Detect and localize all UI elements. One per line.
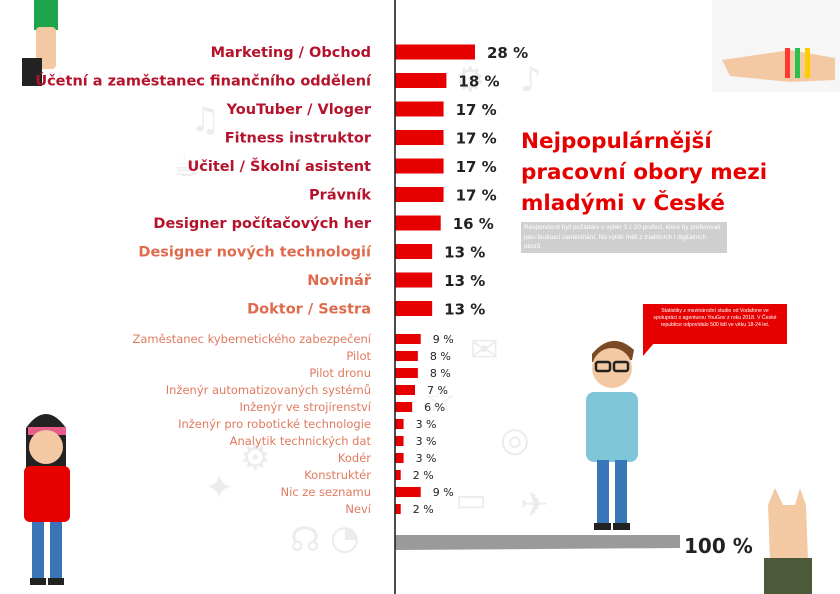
bar: [395, 101, 444, 117]
callout-tail: [643, 342, 655, 356]
survey-callout: Statistiky z mezinárodní studie od Vodaf…: [643, 304, 787, 344]
value-label: 28 %: [487, 44, 528, 62]
bar: [395, 351, 418, 361]
bar: [395, 187, 444, 202]
category-label: Fitness instruktor: [225, 131, 372, 147]
music-note-icon: ♪: [520, 60, 542, 100]
category-label: Designer počítačových her: [153, 216, 371, 232]
value-label: 2 %: [413, 503, 434, 516]
bar: [395, 73, 447, 88]
total-bar: [395, 535, 680, 550]
category-label: Novinář: [307, 273, 372, 289]
value-label: 17 %: [456, 158, 497, 176]
category-label: Pilot dronu: [309, 366, 371, 380]
total-label: 100 %: [684, 534, 753, 558]
category-label: Inženýr ve strojírenství: [239, 400, 371, 414]
value-label: 13 %: [444, 301, 485, 319]
girl-figure: [24, 414, 70, 585]
bar: [395, 44, 475, 60]
bar: [395, 334, 421, 344]
category-label: Konstruktér: [304, 468, 371, 482]
category-label: Analytik technických dat: [230, 434, 372, 448]
bar: [395, 368, 418, 378]
category-label: Inženýr pro robotické technologie: [178, 417, 371, 431]
headphones-icon: ☊: [290, 520, 321, 560]
gear-icon: ⚙: [455, 60, 486, 100]
bar: [395, 385, 415, 395]
value-label: 8 %: [430, 350, 451, 363]
value-label: 18 %: [458, 73, 499, 91]
value-label: 17 %: [456, 130, 497, 148]
bar: [395, 215, 441, 231]
bar: [395, 504, 401, 514]
value-label: 8 %: [430, 367, 451, 380]
category-label: Inženýr automatizovaných systémů: [166, 383, 371, 397]
chart-decor: [22, 0, 840, 594]
category-label: Účetní a zaměstanec finančního oddělení: [35, 72, 372, 90]
value-label: 9 %: [433, 333, 454, 346]
category-label: Kodér: [338, 451, 371, 465]
value-label: 3 %: [416, 435, 437, 448]
category-label: YouTuber / Vloger: [226, 102, 372, 118]
bar: [395, 158, 444, 174]
bar: [395, 130, 444, 145]
hand-peace-icon: [712, 0, 840, 92]
value-label: 3 %: [416, 418, 437, 431]
category-label: Učitel / Školní asistent: [188, 157, 372, 175]
value-label: 2 %: [413, 469, 434, 482]
bars-group: Marketing / Obchod 28 % Účetní a zaměstane…: [35, 44, 528, 516]
chart-subtitle: Respondenti byli požádáni o výběr 3 z 20…: [521, 222, 727, 253]
category-label: Doktor / Sestra: [247, 302, 371, 318]
category-label: Pilot: [346, 349, 371, 363]
category-label: Neví: [345, 502, 371, 516]
bar: [395, 470, 401, 480]
category-label: Designer nových technologií: [138, 245, 372, 261]
bar: [395, 487, 421, 497]
star-icon: ☆: [425, 380, 456, 420]
laptop-icon: ▭: [455, 480, 488, 520]
bar: [395, 272, 433, 288]
hand-rock-icon: [764, 488, 812, 594]
bar: [395, 301, 433, 316]
value-label: 6 %: [424, 401, 445, 414]
category-label: Zaměstanec kybernetického zabezpečení: [133, 332, 372, 346]
coffee-cup-icon: ☕: [172, 145, 203, 185]
boy-figure: [586, 340, 638, 530]
category-label: Marketing / Obchod: [211, 45, 371, 61]
value-label: 16 %: [453, 215, 494, 233]
value-label: 13 %: [444, 244, 485, 262]
value-label: 17 %: [456, 101, 497, 119]
drone-icon: ✈: [520, 485, 549, 525]
music-note-icon: ♫: [190, 100, 221, 140]
value-label: 9 %: [433, 486, 454, 499]
value-label: 17 %: [456, 187, 497, 205]
value-label: 3 %: [416, 452, 437, 465]
value-label: 13 %: [444, 272, 485, 290]
bar: [395, 453, 404, 463]
bar: [395, 402, 413, 412]
value-label: 7 %: [427, 384, 448, 397]
camera-icon: ◎: [500, 420, 530, 460]
chat-bubble-icon: ✉: [470, 330, 499, 370]
bar: [395, 436, 404, 446]
bar: [395, 244, 433, 259]
category-label: Nic ze seznamu: [281, 485, 371, 499]
bar: [395, 419, 404, 429]
category-label: Právník: [309, 188, 371, 204]
hand-phone-icon: [22, 0, 58, 86]
wifi-icon: ◔: [330, 518, 360, 558]
lightbulb-icon: ✦: [205, 468, 234, 508]
gear-icon: ⚙: [240, 438, 271, 478]
